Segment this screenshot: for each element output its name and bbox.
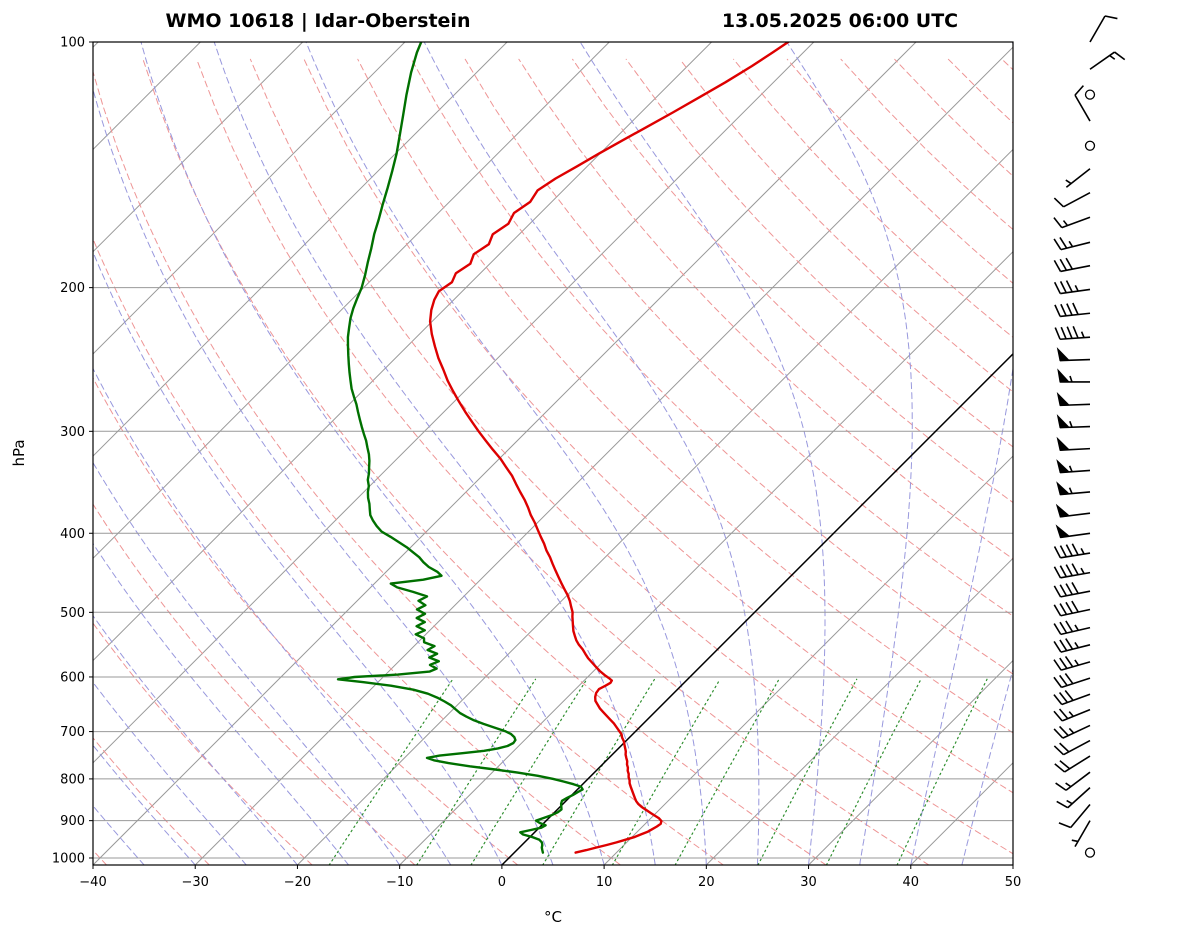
svg-text:10: 10 bbox=[596, 875, 613, 890]
wind-barb bbox=[1056, 481, 1091, 496]
svg-text:20: 20 bbox=[698, 875, 715, 890]
wind-barb bbox=[1058, 804, 1091, 829]
wind-barb bbox=[1071, 820, 1091, 848]
y-axis-ticks: 100 200 300 400 500 600 700 800 900 1000 bbox=[52, 36, 93, 866]
wind-barb bbox=[1053, 237, 1091, 251]
wind-barb bbox=[1056, 414, 1091, 429]
wind-barb bbox=[1053, 655, 1091, 671]
wind-barb bbox=[1055, 771, 1091, 791]
svg-text:−10: −10 bbox=[386, 875, 413, 890]
wind-barb bbox=[1065, 168, 1091, 188]
svg-text:40: 40 bbox=[903, 875, 920, 890]
x-axis-ticks: −40 −30 −20 −10 0 10 20 30 40 50 bbox=[79, 865, 1021, 890]
wind-barb bbox=[1053, 216, 1091, 229]
wind-barb bbox=[1074, 85, 1091, 122]
wind-barb bbox=[1054, 755, 1091, 773]
wind-barb bbox=[1056, 347, 1091, 362]
svg-text:−20: −20 bbox=[284, 875, 311, 890]
wind-barb bbox=[1053, 280, 1091, 295]
wind-barb bbox=[1084, 89, 1096, 100]
svg-text:1000: 1000 bbox=[52, 851, 85, 866]
wind-barb bbox=[1053, 739, 1091, 756]
wind-barb bbox=[1053, 563, 1091, 579]
svg-text:600: 600 bbox=[60, 670, 85, 685]
svg-text:−40: −40 bbox=[79, 875, 106, 890]
wind-barb bbox=[1053, 600, 1091, 617]
svg-text:−30: −30 bbox=[182, 875, 209, 890]
svg-text:700: 700 bbox=[60, 725, 85, 740]
svg-text:30: 30 bbox=[800, 875, 817, 890]
wind-barb bbox=[1056, 436, 1091, 451]
wind-barb bbox=[1089, 15, 1118, 43]
wind-barb-column bbox=[1053, 15, 1126, 858]
wind-barb bbox=[1053, 689, 1091, 706]
svg-text:0: 0 bbox=[498, 875, 506, 890]
wind-barb bbox=[1056, 787, 1091, 809]
wind-barb bbox=[1084, 847, 1096, 858]
svg-text:900: 900 bbox=[60, 814, 85, 829]
wind-barb bbox=[1053, 543, 1091, 559]
wind-barb bbox=[1057, 368, 1090, 383]
x-axis-title: °C bbox=[544, 908, 562, 926]
wind-barb bbox=[1089, 51, 1126, 70]
wind-barb bbox=[1053, 620, 1091, 636]
wind-barb bbox=[1053, 724, 1091, 739]
svg-text:300: 300 bbox=[60, 425, 85, 440]
wind-barb bbox=[1053, 582, 1091, 598]
wind-barb bbox=[1053, 673, 1091, 689]
y-axis-title: hPa bbox=[10, 439, 28, 466]
wind-barb bbox=[1084, 140, 1096, 151]
svg-text:100: 100 bbox=[60, 36, 85, 51]
svg-text:50: 50 bbox=[1005, 875, 1022, 890]
temperature-curve bbox=[428, 42, 790, 854]
wind-barb bbox=[1056, 459, 1091, 474]
wind-barb bbox=[1054, 326, 1091, 341]
dewpoint-curve bbox=[336, 42, 584, 854]
wind-barb bbox=[1055, 503, 1091, 518]
wind-barb bbox=[1053, 191, 1091, 208]
plot-area: −40 −30 −20 −10 0 10 20 30 40 50 100 200 300 400 500 60… bbox=[52, 36, 1021, 891]
svg-text:800: 800 bbox=[60, 772, 85, 787]
wind-barb bbox=[1054, 302, 1091, 318]
wind-barb bbox=[1053, 257, 1091, 273]
wind-barb bbox=[1053, 638, 1091, 653]
svg-text:500: 500 bbox=[60, 606, 85, 621]
plot-frame bbox=[92, 41, 1014, 866]
wind-barb bbox=[1056, 391, 1091, 407]
wind-barb bbox=[1053, 708, 1091, 722]
svg-text:400: 400 bbox=[60, 527, 85, 542]
figure-title-datetime: 13.05.2025 06:00 UTC bbox=[722, 10, 958, 32]
svg-text:200: 200 bbox=[60, 281, 85, 296]
grid-layer bbox=[93, 42, 1013, 865]
wind-barb bbox=[1055, 524, 1091, 539]
figure-title-station: WMO 10618 | Idar-Oberstein bbox=[166, 10, 471, 32]
